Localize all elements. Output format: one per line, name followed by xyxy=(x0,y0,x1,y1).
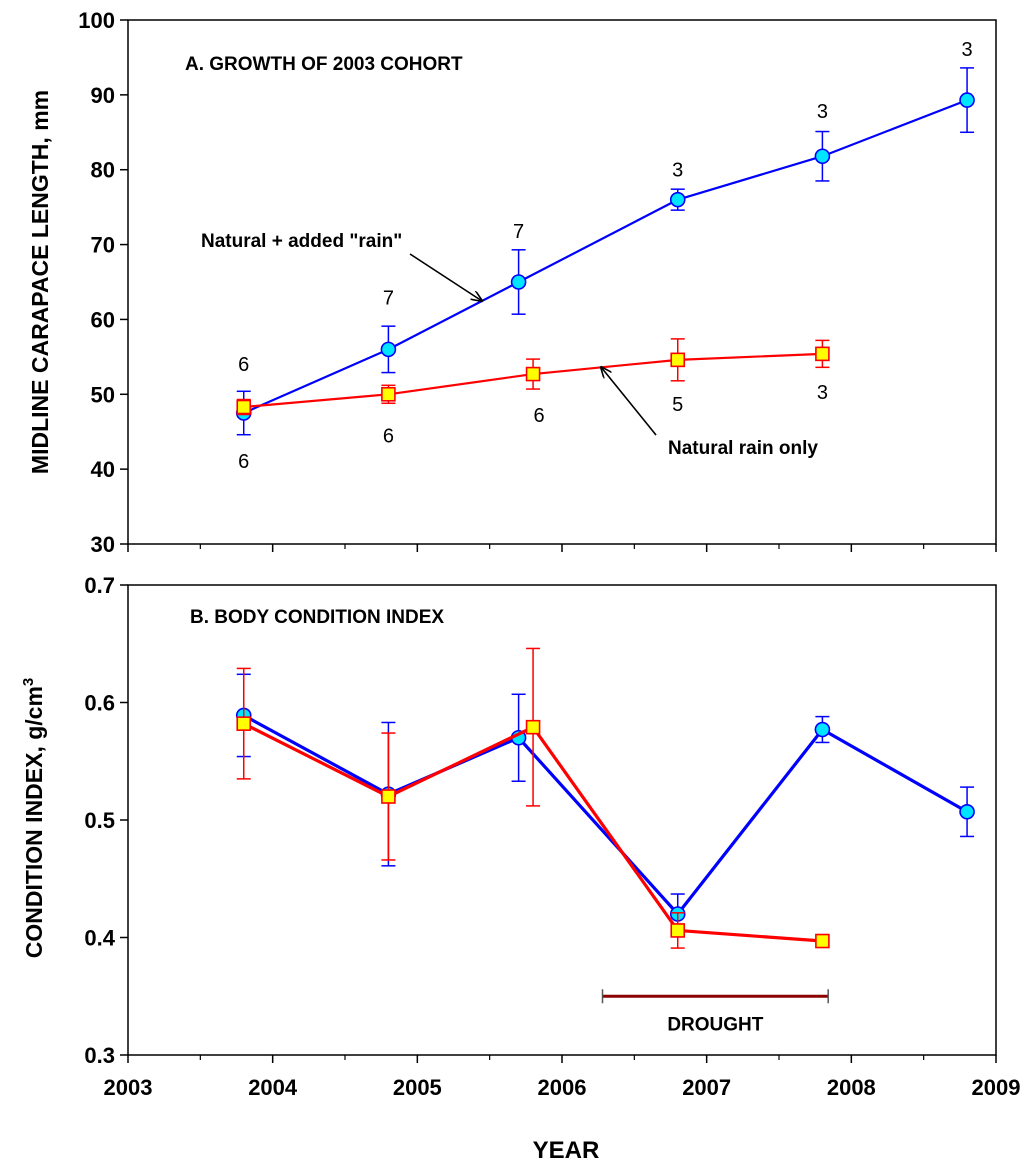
series-line xyxy=(243,99,968,415)
panel-a-x-axis xyxy=(127,544,997,552)
y-tick-label: 80 xyxy=(91,158,115,183)
sample-size-label: 7 xyxy=(383,287,394,309)
panel-a-annotations: Natural + added "rain" Natural rain only xyxy=(201,231,818,459)
y-tick-label: 30 xyxy=(91,532,115,557)
y-tick-label: 100 xyxy=(78,8,115,33)
sample-size-label: 3 xyxy=(817,101,828,123)
sample-size-label: 6 xyxy=(534,405,545,427)
data-point xyxy=(815,933,830,949)
x-tick-label: 2008 xyxy=(827,1075,876,1100)
data-point xyxy=(236,399,252,415)
x-tick-label: 2006 xyxy=(538,1075,587,1100)
sample-size-label: 3 xyxy=(817,382,828,404)
panel-b-frame xyxy=(127,584,997,1056)
series-blue xyxy=(235,673,975,935)
series-line xyxy=(242,714,968,916)
y-tick-label: 0.5 xyxy=(84,808,115,833)
panel-a-series: 6 7 7 3 3 3 6 6 6 5 3 xyxy=(235,39,975,473)
panel-b-y-axis-label: CONDITION INDEX, g/cm3 xyxy=(20,678,47,959)
data-point xyxy=(525,366,541,382)
panel-b: 0.3 0.4 0.5 0.6 0.7 2003 2004 2005 2006 2007 2008… xyxy=(20,573,1020,1164)
data-point xyxy=(670,352,686,368)
y-tick-label: 0.6 xyxy=(84,691,115,716)
annotation-arrow-blue xyxy=(409,253,482,301)
y-tick-label: 50 xyxy=(91,382,115,407)
x-tick-label: 2004 xyxy=(248,1075,298,1100)
annotation-natural-rain-only: Natural rain only xyxy=(668,438,818,459)
panel-a: 30 40 50 60 70 80 90 100 A. GROWTH OF 2003 COHO… xyxy=(27,8,997,557)
data-point xyxy=(814,148,831,165)
sample-size-label: 7 xyxy=(513,221,524,243)
panel-b-x-axis: 2003 2004 2005 2006 2007 2008 2009 xyxy=(104,1055,1021,1100)
y-tick-label: 0.7 xyxy=(84,573,115,598)
panel-b-y-axis-label-superscript: 3 xyxy=(20,678,37,686)
panel-a-title: A. GROWTH OF 2003 COHORT xyxy=(185,54,463,75)
panel-a-y-axis-label: MIDLINE CARAPACE LENGTH, mm xyxy=(27,90,53,474)
y-tick-label: 0.4 xyxy=(84,926,115,951)
y-tick-label: 90 xyxy=(91,83,115,108)
data-point xyxy=(959,803,975,820)
data-point xyxy=(381,789,396,804)
sample-size-label: 6 xyxy=(238,354,249,376)
data-point xyxy=(510,274,527,290)
sample-size-label: 3 xyxy=(962,39,973,61)
panel-a-frame xyxy=(127,19,997,545)
data-point xyxy=(815,346,830,362)
sample-size-label: 5 xyxy=(672,394,683,416)
sample-size-label: 3 xyxy=(672,160,683,182)
y-tick-label: 40 xyxy=(91,457,115,482)
panel-b-series xyxy=(235,647,975,949)
series-red xyxy=(236,647,830,949)
series-red: 6 6 6 5 3 xyxy=(236,338,830,473)
series-blue: 6 7 7 3 3 3 xyxy=(235,39,975,436)
drought-label: DROUGHT xyxy=(667,1014,763,1035)
data-point xyxy=(670,923,686,938)
sample-size-label: 6 xyxy=(383,425,394,447)
y-tick-label: 0.3 xyxy=(84,1043,115,1068)
panel-a-y-axis: 30 40 50 60 70 80 90 100 xyxy=(78,8,128,557)
y-tick-label: 70 xyxy=(91,233,115,258)
x-tick-label: 2007 xyxy=(682,1075,731,1100)
data-point xyxy=(959,92,975,108)
data-point xyxy=(236,716,252,731)
data-point xyxy=(525,719,541,735)
drought-span: DROUGHT xyxy=(601,989,829,1035)
panel-b-y-axis-label-text: CONDITION INDEX, g/cm xyxy=(21,686,47,958)
x-tick-label: 2003 xyxy=(104,1075,153,1100)
panel-b-y-axis: 0.3 0.4 0.5 0.6 0.7 xyxy=(84,573,128,1068)
data-point xyxy=(669,191,686,208)
panel-b-title: B. BODY CONDITION INDEX xyxy=(190,607,444,628)
data-point xyxy=(380,341,397,358)
x-axis-label: YEAR xyxy=(533,1137,600,1164)
y-tick-label: 60 xyxy=(91,307,115,332)
data-point xyxy=(814,721,831,738)
data-point xyxy=(381,386,396,402)
x-tick-label: 2005 xyxy=(393,1075,442,1100)
sample-size-label: 6 xyxy=(238,451,249,473)
annotation-natural-added-rain: Natural + added "rain" xyxy=(201,231,402,252)
x-tick-label: 2009 xyxy=(972,1075,1021,1100)
annotation-arrow-red xyxy=(601,367,657,436)
